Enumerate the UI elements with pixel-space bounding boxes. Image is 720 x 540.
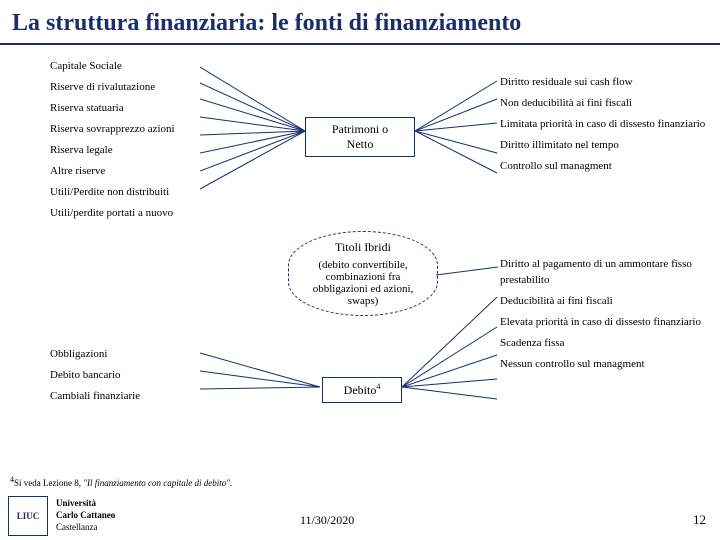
content-area: Capitale Sociale Riserve di rivalutazion… <box>0 59 720 489</box>
slide-date: 11/30/2020 <box>300 513 354 528</box>
right-column: Diritto residuale sui cash flow Non dedu… <box>500 75 710 180</box>
title-rule <box>0 43 720 45</box>
left-item: Debito bancario <box>50 368 230 384</box>
box-titoli-ibridi: Titoli Ibridi (debito convertibile, comb… <box>288 231 438 316</box>
debito-label: Debito <box>344 383 377 397</box>
left-item: Altre riserve <box>50 164 230 180</box>
right-item: Scadenza fissa <box>500 336 710 352</box>
box-debito: Debito4 <box>322 377 402 403</box>
logo: LIUC <box>8 496 48 536</box>
uni-line3: Castellanza <box>56 522 97 532</box>
connector-ibridi-right <box>436 257 501 287</box>
slide-number: 12 <box>693 512 706 528</box>
right-item: Non deducibilità ai fini fiscali <box>500 96 710 112</box>
left-column: Capitale Sociale Riserve di rivalutazion… <box>50 59 230 227</box>
slide-title: La struttura finanziaria: le fonti di fi… <box>0 0 720 43</box>
connector-right-patrimonio <box>415 75 505 215</box>
left-item: Cambiali finanziarie <box>50 389 230 405</box>
footnote: 4Si veda Lezione 8, "Il finanziamento co… <box>10 475 232 488</box>
ibridi-title: Titoli Ibridi <box>299 240 427 255</box>
left-item: Riserva statuaria <box>50 101 230 117</box>
right-item: Diritto al pagamento di un ammontare fis… <box>500 257 710 289</box>
left-item: Riserve di rivalutazione <box>50 80 230 96</box>
right-item: Deducibilità ai fini fiscali <box>500 294 710 310</box>
debito-sup: 4 <box>376 382 380 391</box>
university-text: Università Carlo Cattaneo Castellanza <box>56 498 115 533</box>
patrimonio-line1: Patrimoni o <box>314 122 406 137</box>
right-column-2: Diritto al pagamento di un ammontare fis… <box>500 257 710 378</box>
left-item: Utili/Perdite non distribuiti <box>50 185 230 201</box>
right-item: Nessun controllo sul managment <box>500 357 710 373</box>
connector-right-debito <box>402 297 502 437</box>
footnote-italic: "Il finanziamento con capitale di debito… <box>83 478 232 488</box>
footnote-text: Si veda Lezione 8, <box>14 478 83 488</box>
uni-line1: Università <box>56 498 115 510</box>
right-item: Elevata priorità in caso di dissesto fin… <box>500 315 710 331</box>
patrimonio-line2: Netto <box>314 137 406 152</box>
left-item: Obbligazioni <box>50 347 230 363</box>
left-column-2: Obbligazioni Debito bancario Cambiali fi… <box>50 347 230 410</box>
right-item: Controllo sul managment <box>500 159 710 175</box>
left-item: Capitale Sociale <box>50 59 230 75</box>
right-item: Diritto residuale sui cash flow <box>500 75 710 91</box>
right-item: Diritto illimitato nel tempo <box>500 138 710 154</box>
right-item: Limitata priorità in caso di dissesto fi… <box>500 117 710 133</box>
left-item: Riserva legale <box>50 143 230 159</box>
ibridi-body: (debito convertibile, combinazioni fra o… <box>299 259 427 307</box>
footer: LIUC Università Carlo Cattaneo Castellan… <box>0 492 720 540</box>
box-patrimonio-netto: Patrimoni o Netto <box>305 117 415 157</box>
left-item: Utili/perdite portati a nuovo <box>50 206 230 222</box>
uni-line2: Carlo Cattaneo <box>56 510 115 522</box>
left-item: Riserva sovrapprezzo azioni <box>50 122 230 138</box>
